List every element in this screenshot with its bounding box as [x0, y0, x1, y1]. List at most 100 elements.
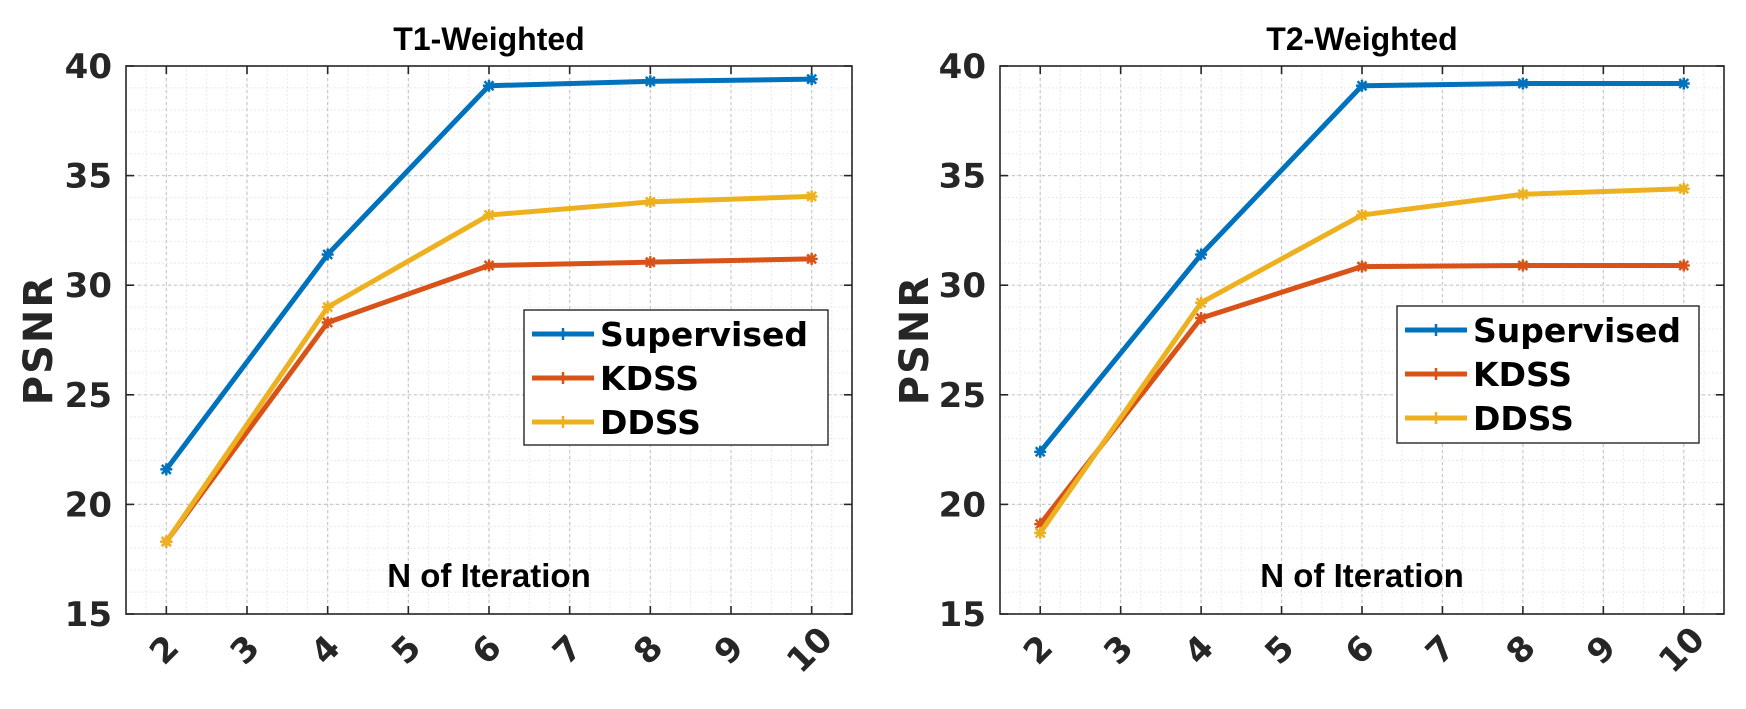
y-tick-label: 40 — [939, 47, 986, 87]
marker-stroke — [644, 196, 656, 208]
y-tick-label: 15 — [65, 595, 112, 635]
y-tick-label: 35 — [65, 157, 112, 197]
y-tick-label: 20 — [65, 485, 112, 525]
data-point-kdss — [805, 252, 818, 265]
data-point-kdss — [483, 259, 495, 272]
marker-stroke — [1356, 80, 1368, 92]
data-point-supervised — [805, 73, 818, 86]
x-tick-label: 5 — [384, 628, 429, 673]
marker-stroke — [322, 317, 334, 328]
marker-stroke — [483, 209, 495, 221]
marker-stroke — [644, 75, 656, 87]
marker-stroke — [160, 463, 172, 475]
marker-stroke — [1678, 78, 1690, 89]
x-tick-label: 7 — [1418, 628, 1463, 673]
data-point-supervised — [1677, 77, 1690, 90]
marker-stroke — [1034, 527, 1046, 539]
legend: Supervised KDSS DDSS — [1396, 305, 1700, 444]
legend-marker — [557, 372, 569, 384]
data-point-supervised — [644, 75, 657, 88]
marker-stroke — [1678, 260, 1690, 271]
y-axis-label: PSNR — [892, 275, 938, 405]
data-point-ddss — [160, 535, 173, 548]
chart-1: 15 20 25 30 35 40 2 3 4 5 6 7 8 9 10 T1-Weighted PSNR N o… — [16, 21, 853, 681]
legend-label: DDSS — [1473, 399, 1574, 438]
data-point-supervised — [321, 248, 334, 261]
legend-label: Supervised — [600, 315, 808, 354]
legend-marker — [1430, 368, 1442, 380]
data-point-kdss — [644, 256, 657, 269]
y-axis-label: PSNR — [16, 275, 62, 405]
y-tick-label: 40 — [65, 47, 112, 87]
marker-stroke — [1034, 518, 1046, 530]
legend-label: KDSS — [1473, 355, 1572, 394]
x-tick-label: 4 — [1177, 628, 1222, 673]
data-point-ddss — [805, 190, 818, 203]
data-point-ddss — [321, 301, 334, 314]
data-point-supervised — [1195, 248, 1208, 261]
marker-stroke — [1195, 312, 1207, 324]
data-point-ddss — [1195, 296, 1208, 309]
data-point-supervised — [160, 463, 173, 476]
marker-stroke — [483, 80, 495, 92]
marker-stroke — [1034, 446, 1046, 458]
x-tick-label: 2 — [142, 628, 187, 673]
data-point-ddss — [483, 209, 495, 222]
marker-stroke — [1195, 249, 1207, 260]
data-point-supervised — [1034, 445, 1047, 458]
legend-marker — [557, 328, 569, 340]
chart-title: T1-Weighted — [393, 21, 584, 57]
marker-stroke — [1356, 209, 1368, 221]
y-tick-label: 30 — [939, 266, 986, 306]
x-tick-label: 10 — [1651, 619, 1713, 681]
marker-stroke — [1678, 183, 1690, 195]
x-tick-label: 4 — [303, 628, 348, 673]
marker-stroke — [1195, 297, 1207, 309]
legend-label: Supervised — [1473, 311, 1681, 350]
marker-stroke — [644, 256, 656, 268]
x-tick-label: 6 — [1338, 628, 1383, 673]
legend-label: DDSS — [600, 403, 701, 442]
data-point-ddss — [1356, 209, 1368, 222]
marker-stroke — [322, 249, 334, 260]
data-point-ddss — [644, 195, 657, 208]
data-point-kdss — [1356, 260, 1368, 273]
x-tick-label: 9 — [1579, 628, 1624, 673]
data-point-kdss — [1677, 259, 1690, 272]
x-tick-label: 3 — [1096, 628, 1141, 673]
y-tick-label: 25 — [65, 376, 112, 416]
legend: Supervised KDSS DDSS — [523, 309, 829, 446]
data-point-kdss — [1516, 259, 1529, 272]
data-point-ddss — [1034, 526, 1047, 539]
x-tick-label: 9 — [707, 628, 752, 673]
x-tick-label: 8 — [626, 628, 671, 673]
marker-stroke — [806, 191, 818, 202]
marker-stroke — [1517, 188, 1529, 200]
x-tick-label: 10 — [779, 619, 841, 681]
x-tick-label: 5 — [1257, 628, 1302, 673]
marker-stroke — [483, 260, 495, 271]
marker-stroke — [160, 536, 172, 548]
x-tick-label: 8 — [1499, 628, 1544, 673]
legend-label: KDSS — [600, 359, 699, 398]
x-tick-label: 3 — [223, 628, 268, 673]
marker-stroke — [806, 73, 818, 85]
data-point-supervised — [483, 79, 495, 92]
data-point-kdss — [1195, 312, 1208, 325]
marker-stroke — [1356, 261, 1368, 272]
data-point-supervised — [1356, 79, 1368, 92]
chart-2: 15 20 25 30 35 40 2 3 4 5 6 7 8 9 10 T2-Weighted PSNR N o… — [892, 21, 1725, 681]
data-point-supervised — [1516, 77, 1529, 90]
x-tick-label: 7 — [545, 628, 590, 673]
marker-stroke — [806, 253, 818, 265]
data-point-kdss — [321, 316, 334, 329]
x-tick-label: 6 — [465, 628, 510, 673]
y-tick-label: 35 — [939, 157, 986, 197]
chart-title: T2-Weighted — [1266, 21, 1457, 57]
y-tick-label: 30 — [65, 266, 112, 306]
marker-stroke — [322, 301, 334, 313]
legend-marker — [1430, 412, 1442, 424]
x-axis-label: N of Iteration — [1260, 557, 1464, 594]
x-axis-label: N of Iteration — [387, 557, 591, 594]
